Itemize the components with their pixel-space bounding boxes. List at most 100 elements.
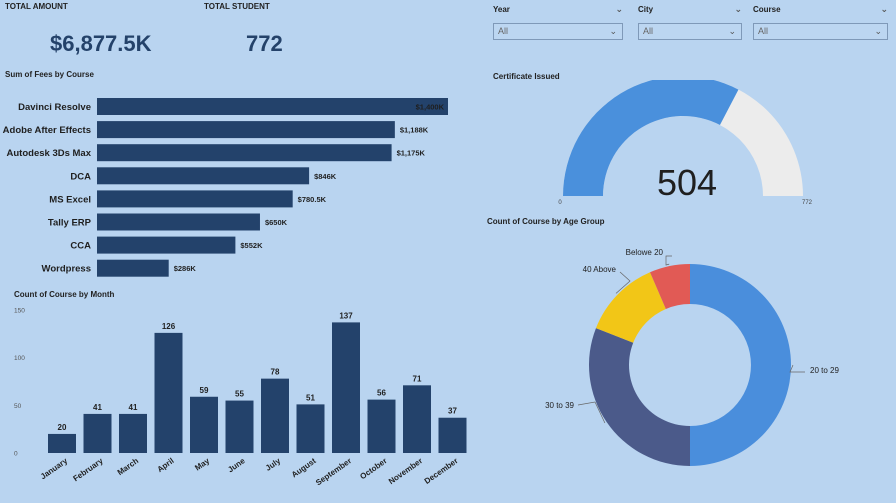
- month-axis-label: November: [387, 456, 424, 486]
- course-bar: [97, 121, 395, 139]
- fees-chart-title: Sum of Fees by Course: [5, 70, 94, 79]
- course-value-label: $1,400K: [416, 103, 445, 112]
- course-value-label: $1,188K: [400, 126, 429, 135]
- certificate-gauge: 504 0 772: [558, 80, 813, 206]
- total-student-value: 772: [246, 31, 283, 56]
- month-axis-label: October: [358, 456, 388, 481]
- donut-leader-line: [615, 271, 631, 294]
- chevron-down-icon[interactable]: ⌄: [615, 4, 623, 14]
- month-value-label: 137: [339, 311, 353, 320]
- gauge-value-label: 504: [657, 162, 717, 203]
- year-slicer: Year ⌄ All ⌄: [493, 4, 623, 40]
- donut-category-label: 20 to 29: [810, 366, 839, 375]
- year-slicer-label: Year: [493, 5, 510, 14]
- month-value-label: 20: [58, 423, 67, 432]
- chevron-down-icon: ⌄: [728, 26, 736, 36]
- course-label: Wordpress: [42, 264, 91, 275]
- gauge-min-label: 0: [558, 200, 562, 206]
- month-chart-title: Count of Course by Month: [14, 290, 115, 299]
- month-value-label: 37: [448, 407, 457, 416]
- city-dropdown[interactable]: All ⌄: [638, 23, 742, 40]
- donut-slice: [589, 328, 690, 466]
- month-bar: [403, 385, 431, 453]
- month-value-label: 41: [93, 403, 102, 412]
- month-bar: [225, 400, 254, 453]
- course-slicer-label: Course: [753, 5, 781, 14]
- month-axis-label: April: [156, 456, 176, 474]
- month-bar: [83, 413, 112, 453]
- year-dropdown-value: All: [498, 26, 509, 36]
- course-bar: [97, 190, 293, 208]
- year-dropdown[interactable]: All ⌄: [493, 23, 623, 40]
- course-label: Davinci Resolve: [18, 102, 91, 113]
- month-axis-label: June: [226, 456, 247, 474]
- course-bar: [97, 167, 310, 185]
- course-bar: [97, 144, 392, 162]
- course-value-label: $650K: [265, 218, 288, 227]
- y-tick-label: 0: [14, 451, 18, 458]
- course-label: DCA: [70, 171, 91, 182]
- month-bar: [261, 378, 289, 453]
- month-bar: [48, 433, 76, 453]
- month-axis-label: January: [39, 456, 70, 481]
- donut-category-label: Belowe 20: [626, 248, 664, 257]
- month-value-label: 71: [413, 374, 422, 383]
- course-label: Adobe After Effects: [3, 125, 91, 136]
- certificate-chart-title: Certificate Issued: [493, 72, 560, 81]
- age-chart-title: Count of Course by Age Group: [487, 217, 605, 226]
- course-value-label: $780.5K: [298, 195, 327, 204]
- city-slicer-label: City: [638, 5, 654, 14]
- course-label: MS Excel: [49, 194, 91, 205]
- month-bar: [438, 417, 467, 453]
- month-axis-label: July: [264, 456, 283, 473]
- course-label: Autodesk 3Ds Max: [7, 148, 92, 159]
- month-value-label: 56: [377, 389, 386, 398]
- city-dropdown-value: All: [643, 26, 654, 36]
- course-slicer: Course ⌄ All ⌄: [753, 4, 888, 40]
- month-bar: [154, 332, 183, 453]
- month-axis-label: May: [193, 456, 211, 473]
- total-amount-label: TOTAL AMOUNT: [5, 2, 68, 11]
- fees-by-course-chart: Davinci Resolve $1,400K Adobe After Effect…: [3, 98, 448, 277]
- month-value-label: 55: [235, 390, 244, 399]
- total-student-label: TOTAL STUDENT: [204, 2, 270, 11]
- donut-leader-line: [789, 364, 805, 373]
- donut-slice: [690, 264, 791, 466]
- course-bar: [97, 259, 169, 277]
- course-bar: [97, 236, 236, 254]
- course-value-label: $286K: [174, 264, 197, 273]
- month-axis-label: August: [290, 456, 318, 479]
- course-label: Tally ERP: [48, 218, 92, 229]
- city-slicer: City ⌄ All ⌄: [638, 4, 742, 40]
- month-bar: [119, 413, 147, 453]
- month-axis-label: December: [423, 456, 460, 486]
- course-value-label: $552K: [240, 241, 263, 250]
- chevron-down-icon[interactable]: ⌄: [880, 4, 888, 14]
- age-group-donut: 20 to 29 30 to 39 40 Above Belowe 20: [545, 248, 839, 466]
- course-value-label: $846K: [314, 172, 337, 181]
- y-tick-label: 100: [14, 355, 25, 362]
- gauge-max-label: 772: [802, 200, 813, 206]
- donut-category-label: 30 to 39: [545, 401, 574, 410]
- course-label: CCA: [70, 241, 91, 252]
- month-value-label: 41: [129, 403, 138, 412]
- month-bar: [190, 396, 218, 453]
- donut-leader-line: [665, 255, 672, 266]
- y-tick-label: 150: [14, 308, 25, 315]
- course-bar: [97, 213, 260, 231]
- month-axis-label: September: [314, 456, 353, 487]
- course-dropdown-value: All: [758, 26, 769, 36]
- donut-category-label: 40 Above: [583, 265, 617, 274]
- course-dropdown[interactable]: All ⌄: [753, 23, 888, 40]
- donut-leader-line: [577, 401, 606, 424]
- month-bar: [332, 322, 360, 453]
- month-bar: [367, 399, 396, 453]
- chevron-down-icon[interactable]: ⌄: [734, 4, 742, 14]
- course-value-label: $1,175K: [397, 149, 426, 158]
- month-value-label: 126: [162, 322, 176, 331]
- chevron-down-icon: ⌄: [874, 26, 882, 36]
- month-bar: [296, 404, 325, 453]
- y-tick-label: 50: [14, 403, 22, 410]
- month-axis-label: March: [116, 456, 141, 477]
- chevron-down-icon: ⌄: [609, 26, 617, 36]
